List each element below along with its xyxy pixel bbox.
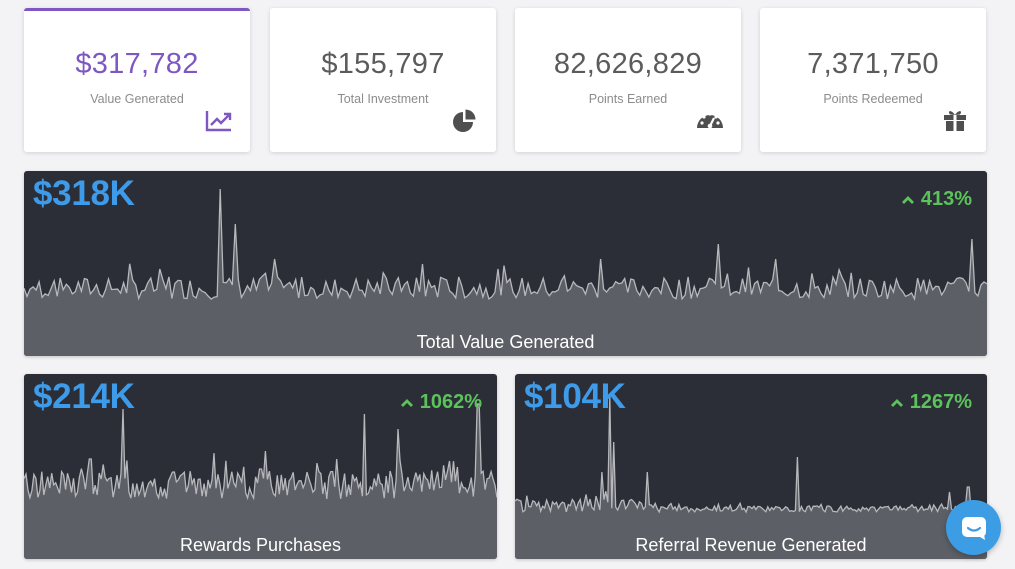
panel-label: Referral Revenue Generated xyxy=(635,535,867,555)
sparkline-area xyxy=(515,397,987,559)
sparkline-line xyxy=(515,396,987,514)
chevron-up-icon xyxy=(890,398,903,407)
panel-label: Rewards Purchases xyxy=(179,535,342,555)
speedometer-icon xyxy=(696,108,724,132)
stat-value: $155,797 xyxy=(321,48,445,80)
panel-change-value: 1267% xyxy=(909,391,972,413)
stat-label: Points Redeemed xyxy=(823,92,923,106)
chat-icon xyxy=(961,516,986,540)
referral-revenue-sparkline xyxy=(515,396,987,559)
stat-value: $317,782 xyxy=(75,48,199,80)
panel-value: $318K xyxy=(33,174,135,213)
sparkline-area xyxy=(24,404,497,559)
panel-change: 1267% xyxy=(890,391,972,414)
trending-up-icon xyxy=(205,109,233,133)
chevron-up-icon xyxy=(400,398,413,407)
stat-label: Points Earned xyxy=(588,92,668,106)
stat-label: Value Generated xyxy=(90,92,184,106)
total-value-sparkline xyxy=(24,188,987,356)
chevron-up-icon xyxy=(901,195,914,204)
stat-card-points-earned[interactable]: 82,626,829 Points Earned xyxy=(515,8,741,152)
pie-chart-icon xyxy=(451,108,479,132)
panel-change: 413% xyxy=(901,188,972,211)
sparkline-line xyxy=(24,403,497,501)
referral-revenue-panel[interactable]: $104K 1267% Referral Revenue Generated xyxy=(515,374,987,559)
stat-card-total-investment[interactable]: $155,797 Total Investment xyxy=(270,8,496,152)
panel-value: $104K xyxy=(524,377,626,416)
panel-change-value: 413% xyxy=(920,188,972,210)
rewards-purchases-panel[interactable]: $214K 1062% Rewards Purchases xyxy=(24,374,497,559)
gift-icon xyxy=(941,108,969,132)
total-value-panel[interactable]: $318K 413% Total Value Generated xyxy=(24,171,987,356)
panel-change-value: 1062% xyxy=(419,391,482,413)
panel-label: Total Value Generated xyxy=(416,332,595,352)
panel-change: 1062% xyxy=(400,391,482,414)
stat-label: Total Investment xyxy=(337,92,429,106)
sparkline-area xyxy=(24,189,987,356)
stat-value: 7,371,750 xyxy=(807,48,939,80)
stat-card-points-redeemed[interactable]: 7,371,750 Points Redeemed xyxy=(760,8,986,152)
stat-card-value-generated[interactable]: $317,782 Value Generated xyxy=(24,8,250,152)
stat-value: 82,626,829 xyxy=(553,48,703,80)
panel-value: $214K xyxy=(33,377,135,416)
chat-launcher-button[interactable] xyxy=(946,500,1001,555)
rewards-purchases-sparkline xyxy=(24,403,497,559)
sparkline-line xyxy=(24,188,987,302)
